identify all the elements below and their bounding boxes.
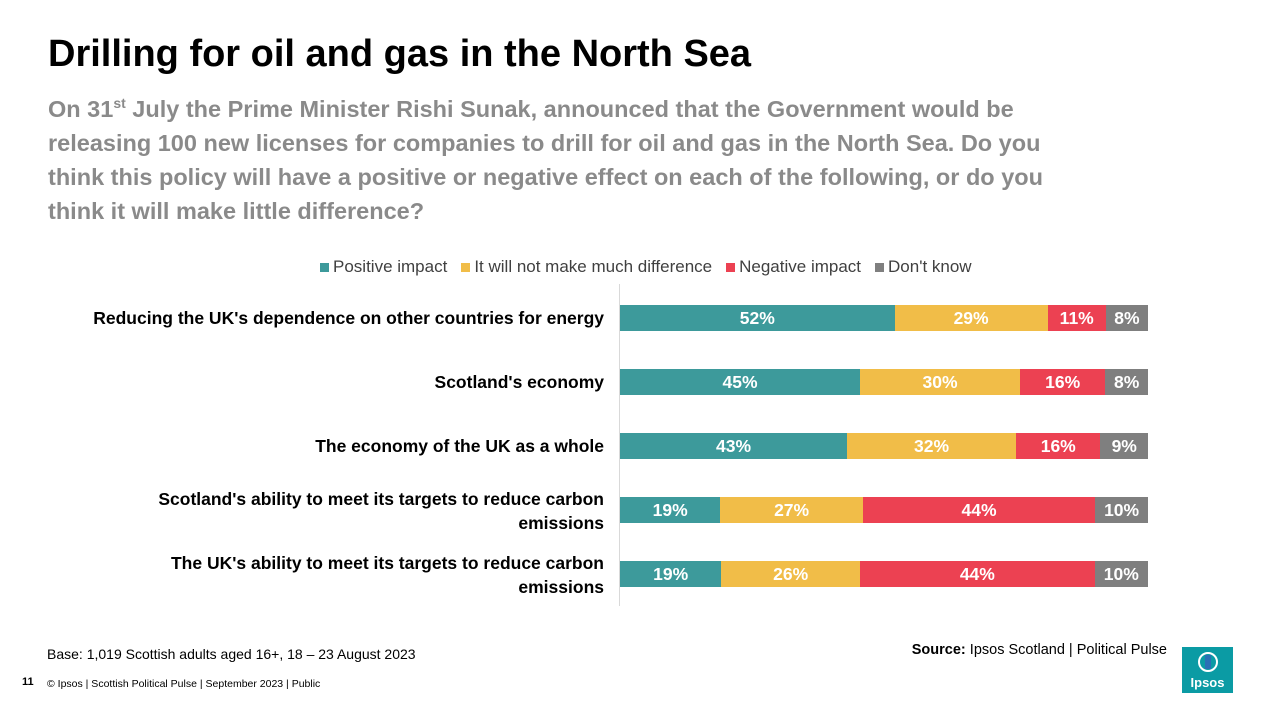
bar-segment: 8% — [1105, 369, 1148, 395]
category-label: Scotland's economy — [434, 372, 604, 392]
bar-segment: 32% — [847, 433, 1016, 459]
data-label: 8% — [1114, 371, 1140, 392]
bar-segment: 52% — [620, 305, 895, 331]
bar-segment: 11% — [1047, 305, 1106, 331]
bar-segment: 27% — [720, 497, 863, 523]
question-post: July the Prime Minister Rishi Sunak, ann… — [48, 96, 1043, 224]
data-label: 16% — [1045, 371, 1081, 392]
data-label: 9% — [1111, 435, 1137, 456]
page-number: 11 — [22, 676, 34, 688]
bar-segment: 43% — [620, 433, 848, 459]
bar-segment: 19% — [620, 561, 722, 587]
legend-label: Negative impact — [739, 257, 862, 276]
bar-segment: 19% — [620, 497, 721, 523]
ipsos-logo: Ipsos — [1182, 647, 1233, 693]
page-title: Drilling for oil and gas in the North Se… — [48, 33, 752, 75]
legend-item: Don't know — [875, 257, 972, 277]
data-label: 44% — [961, 499, 997, 520]
data-label: 8% — [1114, 307, 1140, 328]
source-label: Source: — [911, 642, 966, 658]
ipsos-logo-mark-icon — [1198, 652, 1218, 672]
category-label: The economy of the UK as a whole — [315, 436, 604, 456]
legend-label: Positive impact — [333, 257, 448, 276]
bar-segment: 30% — [860, 369, 1020, 395]
source-note: Source: Ipsos Scotland | Political Pulse — [912, 642, 1167, 658]
bar-segment: 45% — [620, 369, 860, 395]
data-label: 11% — [1059, 307, 1094, 328]
data-label: 10% — [1103, 563, 1139, 584]
data-label: 52% — [739, 307, 775, 328]
data-label: 19% — [653, 563, 689, 584]
category-label: Reducing the UK's dependence on other co… — [93, 308, 604, 328]
data-label: 19% — [652, 499, 688, 520]
bar-segment: 9% — [1100, 433, 1148, 459]
legend-swatch — [875, 262, 885, 272]
data-label: 29% — [953, 307, 989, 328]
data-label: 45% — [722, 371, 758, 392]
legend-label: It will not make much difference — [474, 257, 713, 276]
legend-item: Positive impact — [320, 257, 447, 277]
category-axis-line — [619, 284, 620, 606]
legend-swatch — [461, 262, 471, 272]
bar-segment: 44% — [862, 497, 1096, 523]
question-text: On 31st July the Prime Minister Rishi Su… — [48, 92, 1088, 228]
data-label: 16% — [1040, 435, 1076, 456]
legend-swatch — [320, 262, 329, 272]
base-note: Base: 1,019 Scottish adults aged 16+, 18… — [47, 646, 416, 662]
data-label: 43% — [716, 435, 752, 456]
copyright-footer: © Ipsos | Scottish Political Pulse | Sep… — [47, 678, 321, 690]
bar-segment: 16% — [1016, 433, 1101, 459]
data-label: 44% — [959, 563, 995, 584]
legend-swatch — [726, 262, 736, 272]
bar-segment: 8% — [1105, 305, 1148, 331]
source-text: Ipsos Scotland | Political Pulse — [965, 642, 1167, 658]
legend-label: Don't know — [888, 257, 972, 276]
legend-item: It will not make much difference — [461, 257, 712, 277]
chart-legend: Positive impact It will not make much dif… — [320, 256, 986, 278]
question-superscript: st — [113, 95, 126, 112]
category-label: The UK's ability to meet its targets to … — [170, 553, 604, 597]
bar-segment: 16% — [1020, 369, 1106, 395]
question-pre: On 31 — [48, 96, 114, 122]
bar-segment: 26% — [721, 561, 860, 587]
bar-segment: 10% — [1095, 497, 1148, 523]
data-label: 30% — [922, 371, 958, 392]
legend-item: Negative impact — [726, 257, 861, 277]
bar-segment: 29% — [894, 305, 1048, 331]
data-label: 26% — [773, 563, 809, 584]
data-label: 10% — [1104, 499, 1140, 520]
bar-segment: 10% — [1094, 561, 1148, 587]
data-label: 32% — [913, 435, 950, 456]
bar-segment: 44% — [860, 561, 1095, 587]
logo-text: Ipsos — [1190, 675, 1225, 690]
category-label: Scotland's ability to meet its targets t… — [158, 489, 604, 533]
data-label: 27% — [774, 499, 810, 520]
